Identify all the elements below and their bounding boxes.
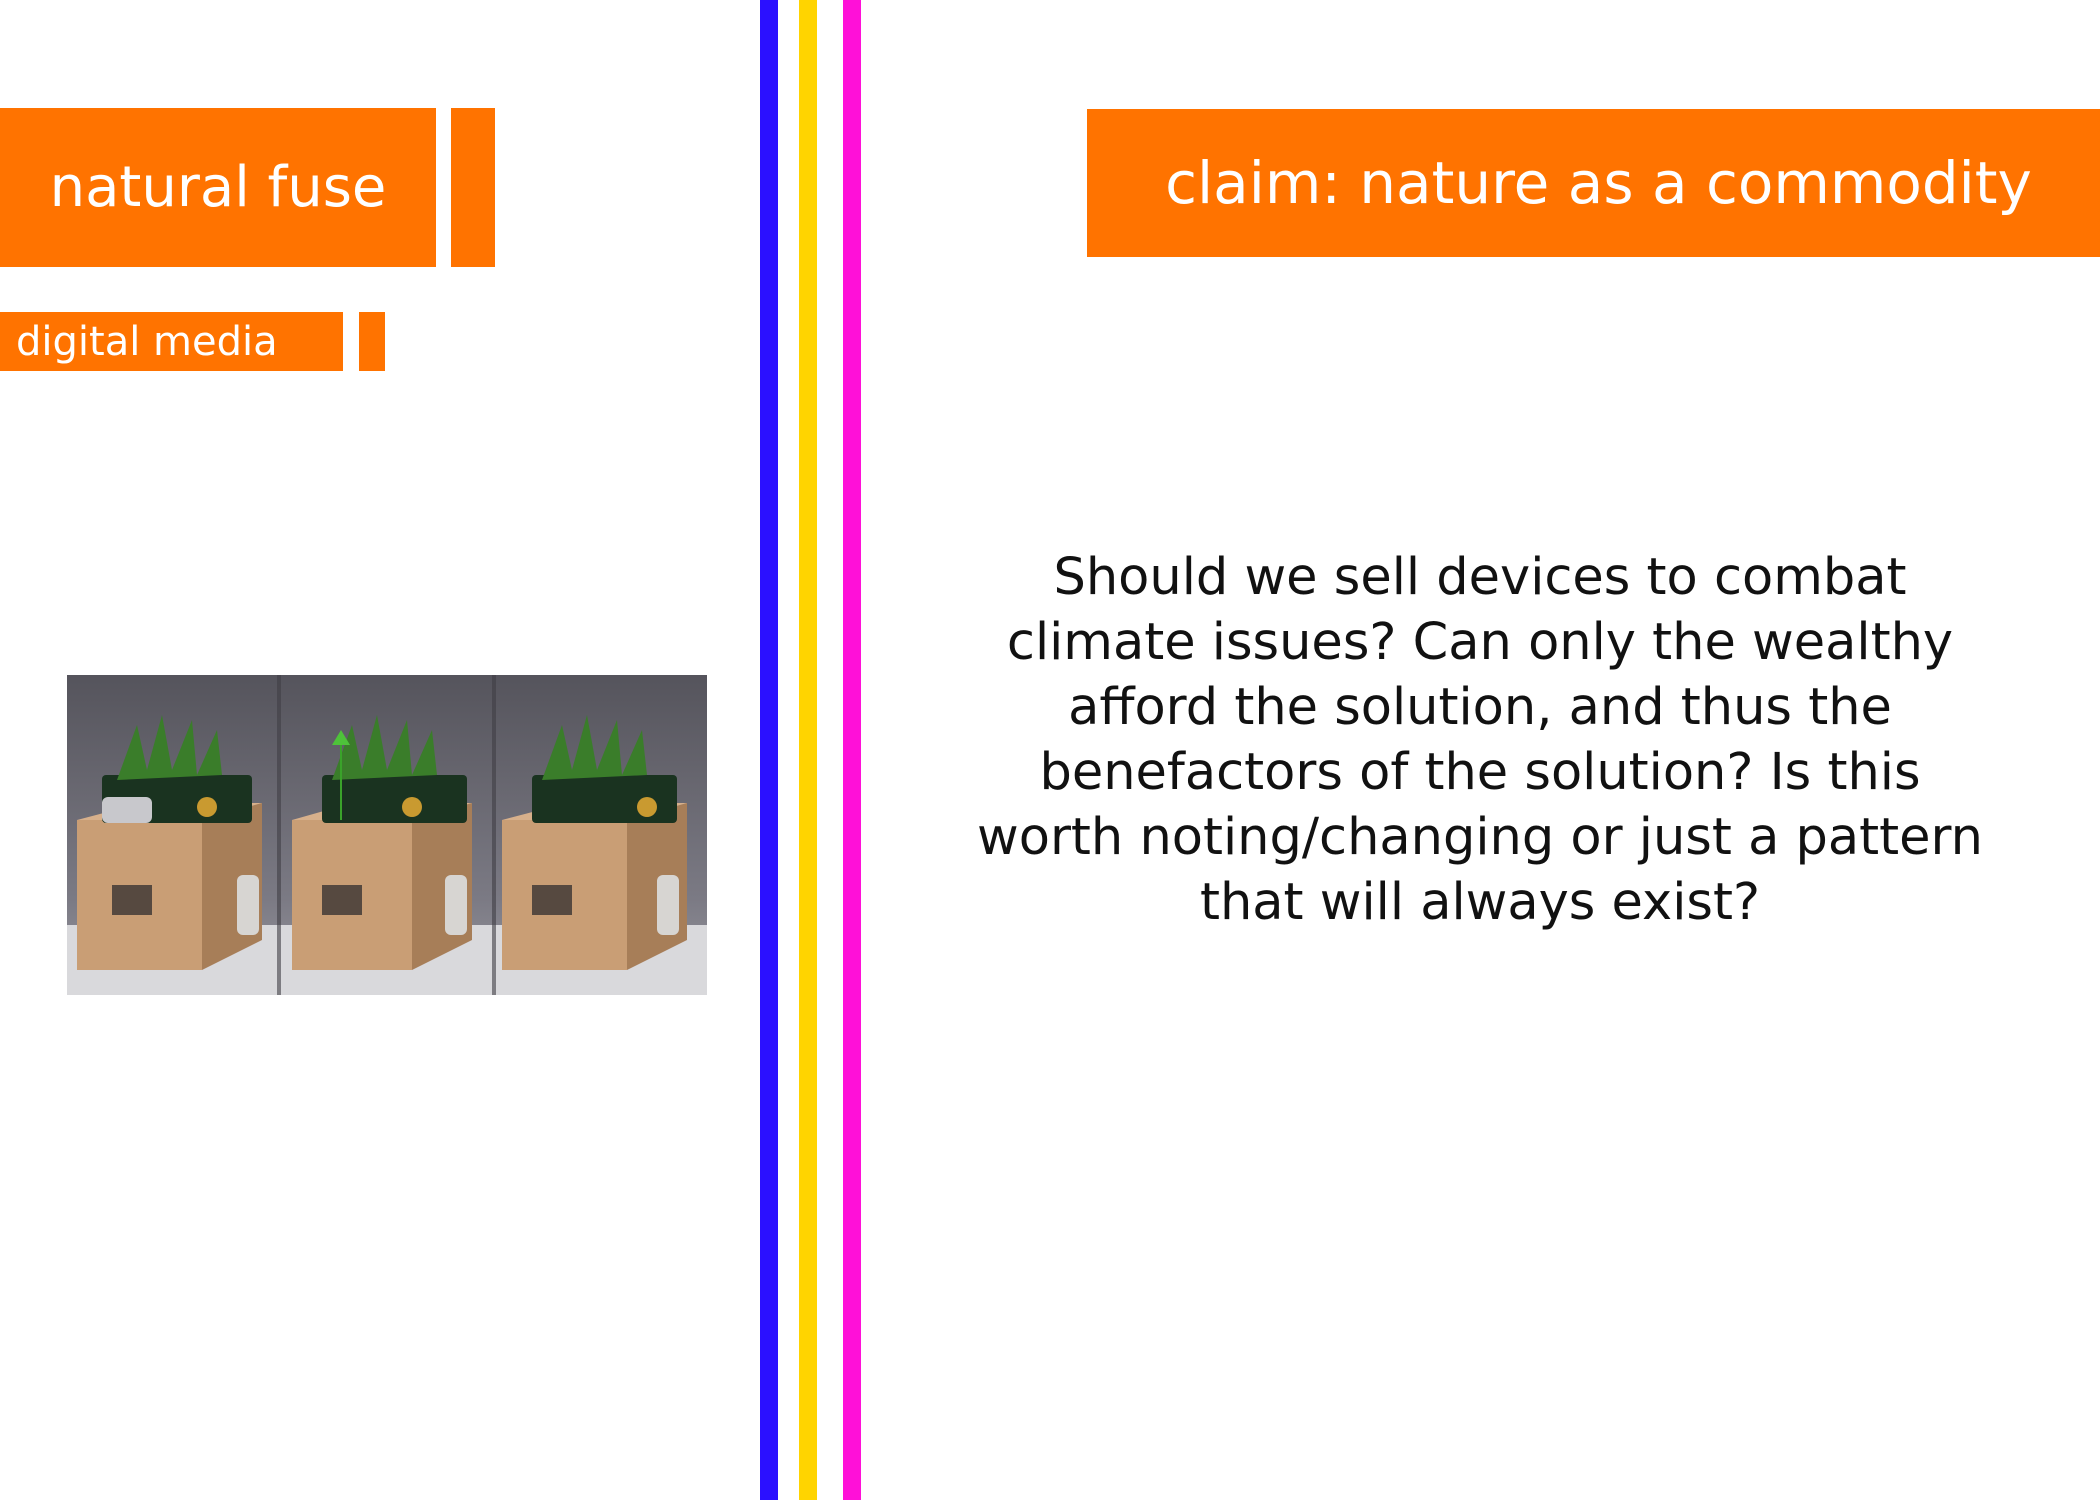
claim-heading: claim: nature as a commodity (1165, 149, 2032, 217)
question-text: Should we sell devices to combat climate… (977, 548, 1983, 932)
page-title: natural fuse (49, 155, 387, 220)
yellow-stripe (799, 0, 817, 1500)
blue-stripe (760, 0, 778, 1500)
page-subtitle: digital media (16, 318, 278, 365)
claim-banner: claim: nature as a commodity (1087, 109, 2100, 257)
planter-unit-1 (77, 715, 262, 970)
planter-unit-2 (292, 715, 472, 970)
subtitle-accent-bar (359, 312, 385, 371)
subtitle-banner: digital media (0, 312, 343, 371)
title-accent-bar (451, 108, 495, 267)
natural-fuse-photo (67, 675, 707, 995)
planter-unit-3 (502, 715, 687, 970)
magenta-stripe (843, 0, 861, 1500)
title-banner: natural fuse (0, 108, 436, 267)
